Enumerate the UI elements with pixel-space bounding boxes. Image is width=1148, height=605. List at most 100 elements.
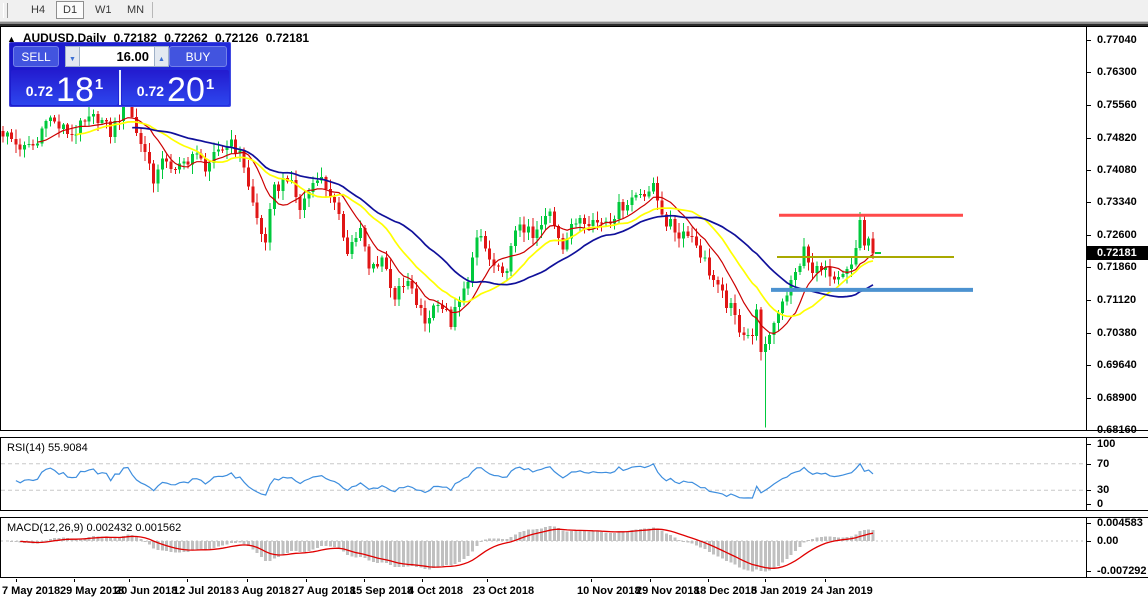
collapse-panel-icon[interactable]: ▲ [7, 34, 16, 44]
date-axis-tick [364, 579, 365, 582]
sell-price-display: 0.72 18 1 [11, 70, 118, 109]
macd-panel: MACD(12,26,9) 0.002432 0.001562 0.004583… [0, 517, 1148, 578]
timeframe-button-w1[interactable]: W1 [88, 1, 119, 19]
date-axis-tick [765, 579, 766, 582]
buy-button[interactable]: BUY [169, 46, 227, 67]
date-axis-label: 7 May 2018 [2, 585, 61, 597]
price-axis-label: 0.74820 [1097, 132, 1137, 144]
volume-decrease-button[interactable]: ▼ [65, 46, 80, 67]
chart-symbol-label: AUDUSD,Daily [22, 31, 107, 45]
price-axis-label: 0.76300 [1097, 66, 1137, 78]
date-axis-label: 27 Aug 2018 [292, 585, 356, 597]
main-chart-plot[interactable] [1, 27, 1087, 435]
date-axis-label: 20 Jun 2018 [115, 585, 178, 597]
date-axis-label: 18 Dec 2018 [694, 585, 757, 597]
date-axis-tick [591, 579, 592, 582]
sell-price-pipette: 1 [94, 76, 104, 93]
current-price-tag: 0.72181 [1087, 246, 1148, 260]
volume-input[interactable] [80, 46, 154, 67]
macd-axis-tick [1087, 541, 1091, 542]
date-axis-label: 12 Jul 2018 [173, 585, 232, 597]
ohlc-close: 0.72181 [265, 31, 310, 45]
price-axis-label: 0.73340 [1097, 196, 1137, 208]
ohlc-open: 0.72182 [113, 31, 157, 45]
date-axis-tick [422, 579, 423, 582]
main-chart-panel: ▲ AUDUSD,Daily 0.72182 0.72262 0.72126 0… [0, 26, 1148, 436]
toolbar-grip[interactable] [3, 3, 8, 18]
price-axis-tick [1087, 202, 1091, 203]
timeframe-toolbar: H4 D1 W1 MN [0, 0, 1148, 21]
ohlc-low: 0.72126 [214, 31, 259, 45]
rsi-axis: 100 70 30 0 [1086, 438, 1148, 510]
macd-axis-label: -0.007292 [1097, 565, 1147, 577]
rsi-axis-tick [1087, 504, 1091, 505]
timeframe-button-h4[interactable]: H4 [24, 1, 52, 19]
date-axis-label: 5 Jan 2019 [751, 585, 807, 597]
price-axis-tick [1087, 267, 1091, 268]
price-axis-tick [1087, 72, 1091, 73]
date-axis-label: 10 Nov 2018 [577, 585, 641, 597]
macd-axis-tick [1087, 523, 1091, 524]
triangle-down-icon: ▼ [69, 56, 76, 63]
volume-increase-button[interactable]: ▲ [154, 46, 169, 67]
rsi-axis-label: 70 [1097, 458, 1110, 470]
price-axis-label: 0.71120 [1097, 294, 1137, 306]
date-axis-label: 29 Nov 2018 [636, 585, 700, 597]
toolbar-divider-mid [0, 22, 1148, 24]
price-axis-tick [1087, 365, 1091, 366]
rsi-axis-label: 0 [1097, 498, 1104, 510]
rsi-axis-tick [1087, 490, 1091, 491]
price-axis-label: 0.68900 [1097, 392, 1137, 404]
chart-title: ▲ AUDUSD,Daily 0.72182 0.72262 0.72126 0… [7, 31, 313, 45]
rsi-axis-label: 30 [1097, 484, 1110, 496]
sell-price-big-digits: 18 [56, 71, 94, 109]
date-axis-tick [825, 579, 826, 582]
date-axis-label: 23 Oct 2018 [473, 585, 535, 597]
date-axis-tick [74, 579, 75, 582]
rsi-axis-label: 100 [1097, 438, 1116, 450]
date-axis-label: 29 May 2018 [60, 585, 125, 597]
toolbar-divider-dark [0, 24, 1148, 26]
price-axis-tick [1087, 430, 1091, 431]
macd-axis-label: 0.004583 [1097, 517, 1143, 529]
timeframe-button-mn[interactable]: MN [120, 1, 151, 19]
price-axis-tick [1087, 40, 1091, 41]
price-axis-label: 0.75560 [1097, 99, 1137, 111]
buy-price-big-digits: 20 [167, 71, 205, 109]
date-axis-tick [708, 579, 709, 582]
macd-signal-line [20, 528, 874, 569]
date-axis-tick [487, 579, 488, 582]
date-axis-tick [247, 579, 248, 582]
macd-plot[interactable] [1, 518, 1087, 582]
date-axis: 7 May 2018 29 May 2018 20 Jun 2018 12 Jul 2… [0, 579, 1148, 605]
fast-ma [37, 117, 874, 335]
rsi-line [15, 462, 874, 499]
ohlc-high: 0.72262 [164, 31, 208, 45]
date-axis-tick [306, 579, 307, 582]
macd-axis-label: 0.00 [1097, 535, 1119, 547]
price-axis-label: 0.69640 [1097, 359, 1137, 371]
last-price-dash [875, 252, 881, 254]
timeframe-button-d1[interactable]: D1 [56, 1, 85, 19]
toolbar-divider-light [0, 21, 1148, 22]
sell-price-prefix: 0.72 [25, 83, 54, 99]
date-axis-label: 3 Aug 2018 [233, 585, 291, 597]
rsi-plot[interactable] [1, 438, 1087, 515]
macd-histogram [5, 526, 875, 572]
price-axis-tick [1087, 170, 1091, 171]
sell-button[interactable]: SELL [13, 46, 59, 67]
price-axis-label: 0.70380 [1097, 327, 1137, 339]
date-axis-label: 24 Jan 2019 [811, 585, 873, 597]
price-axis-tick [1087, 333, 1091, 334]
macd-label: MACD(12,26,9) 0.002432 0.001562 [7, 522, 182, 534]
date-axis-tick [16, 579, 17, 582]
date-axis-tick [129, 579, 130, 582]
price-axis-tick [1087, 398, 1091, 399]
price-axis-label: 0.71860 [1097, 261, 1137, 273]
price-axis-label: 0.74080 [1097, 164, 1137, 176]
medium-ma [76, 120, 874, 318]
rsi-axis-tick [1087, 464, 1091, 465]
date-axis-tick [187, 579, 188, 582]
price-axis-tick [1087, 105, 1091, 106]
price-divider [119, 70, 121, 105]
